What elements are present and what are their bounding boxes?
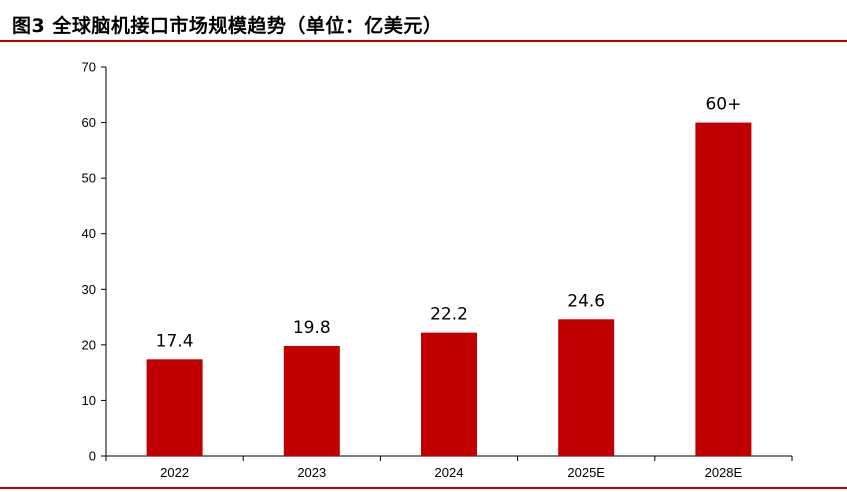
bar-2028E [695,122,752,457]
title-divider [0,40,847,42]
x-tick-label: 2024 [435,465,464,480]
bar-2022 [146,359,203,456]
y-tick-label: 60 [82,115,96,130]
figure-title: 图3 全球脑机接口市场规模趋势（单位：亿美元） [12,15,443,37]
x-tick-label: 2022 [160,465,189,480]
x-tick-label: 2028E [705,465,743,480]
x-tick-label: 2025E [567,465,605,480]
y-tick-label: 0 [89,449,96,464]
data-label-2025E: 24.6 [567,291,605,311]
data-label-2022: 17.4 [156,331,194,351]
y-tick-label: 20 [82,337,96,352]
bar-2024 [421,332,477,456]
x-axis: 2022 2023 2024 2025E 2028E [105,455,793,480]
y-tick-label: 40 [82,226,96,241]
bar-2023 [283,345,340,456]
data-label-2028E: 60+ [705,95,741,115]
footer-divider [0,487,847,489]
data-labels: 17.4 19.8 22.2 24.6 60+ [156,95,742,352]
x-tick-label: 2023 [297,465,326,480]
y-tick-label: 10 [82,393,96,408]
bar-series [146,122,752,457]
data-label-2023: 19.8 [293,318,331,338]
bar-2025E [558,319,615,456]
y-tick-label: 70 [82,60,96,75]
data-label-2024: 22.2 [430,305,468,325]
y-tick-label: 30 [82,282,96,297]
y-axis: 0 10 20 30 40 50 60 70 [82,60,107,464]
y-tick-label: 50 [82,171,96,186]
